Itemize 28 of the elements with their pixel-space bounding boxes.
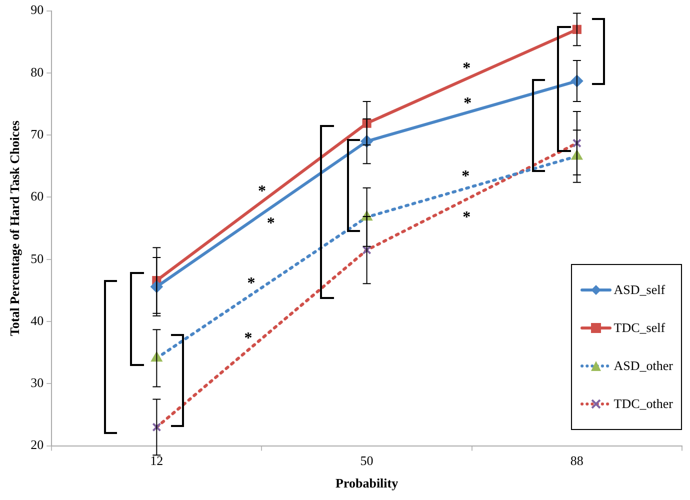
annotation: * [258,182,266,200]
y-tick-label: 20 [30,437,44,452]
y-tick-label: 90 [30,2,44,18]
y-tick-label: 40 [30,312,44,328]
legend-label: ASD_other [614,358,673,374]
x-tick-label: 50 [360,453,374,468]
annotation: * [462,60,471,77]
y-tick-label: 60 [30,188,44,204]
x-axis-title: Probability [335,476,399,491]
y-axis-title: Total Percentage of Hard Task Choices [7,120,22,336]
legend-label: ASD_self [614,282,666,298]
legend-label: TDC_other [614,396,673,412]
point [152,422,162,432]
annotation: * [464,94,472,112]
y-tick-label: 70 [30,126,44,142]
annotation: * [462,168,470,185]
annotation: * [244,330,252,347]
annotation: * [266,214,275,232]
y-tick-label: 50 [30,250,44,266]
x-tick-label: 88 [570,453,584,468]
annotation: * [247,274,256,292]
annotation: * [462,208,471,226]
point [362,246,372,255]
y-tick-label: 80 [30,64,44,80]
point [572,138,582,148]
legend-label: TDC_self [614,320,666,336]
x-tick-label: 12 [150,453,164,468]
y-tick-label: 30 [30,375,44,390]
